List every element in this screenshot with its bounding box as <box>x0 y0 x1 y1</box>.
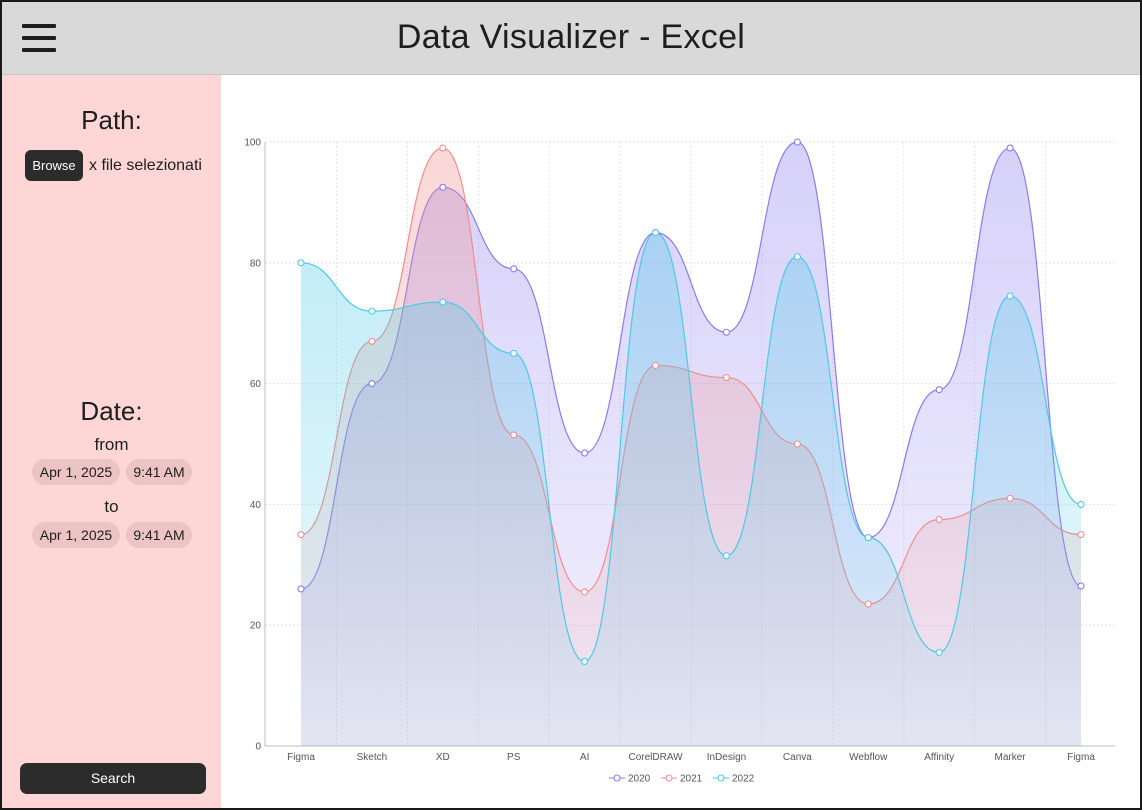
y-tick-label: 60 <box>250 379 262 390</box>
data-point-2021 <box>722 374 731 382</box>
browse-button[interactable]: Browse <box>25 150 83 181</box>
legend-label: 2022 <box>732 774 755 785</box>
data-point-2020 <box>793 138 801 146</box>
y-tick-label: 80 <box>250 258 262 269</box>
page-title: Data Visualizer - Excel <box>396 18 746 56</box>
data-point-2021 <box>935 515 943 524</box>
data-point-2022 <box>1077 500 1085 508</box>
data-point-2022 <box>1006 292 1014 300</box>
from-time-picker[interactable]: 9:41 AM <box>126 459 192 485</box>
data-point-2020 <box>581 449 589 457</box>
x-tick-label: Sketch <box>357 752 388 763</box>
to-date-picker[interactable]: Apr 1, 2025 <box>32 522 120 548</box>
y-tick-label: 40 <box>250 500 262 511</box>
data-point-2022 <box>581 657 589 665</box>
x-tick-label: Affinity <box>924 752 954 763</box>
from-label: from <box>94 435 129 454</box>
legend-label: 2021 <box>680 774 703 785</box>
series-area-2022 <box>301 232 1081 746</box>
date-label: Date: <box>80 396 143 426</box>
data-point-2020 <box>1077 582 1085 590</box>
data-point-2021 <box>651 361 660 370</box>
hamburger-menu-icon[interactable] <box>22 24 56 52</box>
file-status-text: x file selezionati <box>89 157 202 174</box>
x-tick-label: Canva <box>783 752 812 763</box>
area-chart: 0 20 40 60 80 100 Figma Sketch XD PS AI CorelDRAW In… <box>244 138 1115 785</box>
legend-marker-2021 <box>665 774 673 782</box>
data-point-2020 <box>722 328 731 336</box>
legend-marker-2020 <box>613 774 621 782</box>
path-label: Path: <box>81 105 142 135</box>
y-tick-label: 0 <box>255 742 261 753</box>
x-tick-label: Marker <box>995 752 1027 763</box>
x-tick-label: XD <box>436 752 450 763</box>
data-point-2021 <box>439 144 447 152</box>
data-point-2022 <box>935 648 943 656</box>
data-point-2020 <box>1006 144 1014 152</box>
y-tick-label: 100 <box>244 138 261 149</box>
data-point-2020 <box>439 183 447 191</box>
legend-label: 2020 <box>628 774 651 785</box>
data-point-2022 <box>297 259 305 267</box>
data-point-2020 <box>368 380 376 388</box>
x-tick-label: AI <box>580 752 589 763</box>
to-label: to <box>104 497 119 516</box>
x-tick-label: Figma <box>287 752 315 763</box>
x-tick-label: InDesign <box>707 752 746 763</box>
data-point-2022 <box>439 298 447 306</box>
data-point-2020 <box>297 585 305 593</box>
data-point-2021 <box>864 600 872 608</box>
data-point-2022 <box>793 253 801 261</box>
data-point-2021 <box>1077 531 1085 539</box>
chart-panel: 0 20 40 60 80 100 Figma Sketch XD PS AI CorelDRAW In… <box>221 75 1140 808</box>
series-line-2022 <box>300 231 1082 663</box>
header-bar: Data Visualizer - Excel <box>2 2 1140 75</box>
sidebar: Path: Browse x file selezionati Date: fr… <box>2 75 221 808</box>
search-button[interactable]: Search <box>20 763 206 794</box>
data-point-2021 <box>793 440 801 448</box>
data-point-2021 <box>1006 494 1014 502</box>
x-tick-label: Webflow <box>849 752 888 763</box>
data-point-2021 <box>581 588 589 596</box>
data-point-2021 <box>368 337 376 345</box>
legend-marker-2022 <box>717 774 725 782</box>
x-tick-label: CorelDRAW <box>629 752 684 763</box>
y-tick-label: 20 <box>250 621 262 632</box>
data-point-2022 <box>722 552 731 560</box>
data-point-2021 <box>510 431 518 439</box>
data-point-2022 <box>368 307 376 315</box>
x-tick-label: Figma <box>1067 752 1095 763</box>
data-point-2022 <box>510 349 518 357</box>
from-date-picker[interactable]: Apr 1, 2025 <box>32 459 120 485</box>
data-point-2022 <box>864 534 872 542</box>
x-tick-label: PS <box>507 752 521 763</box>
data-point-2020 <box>510 265 518 273</box>
data-point-2021 <box>297 531 305 539</box>
data-point-2022 <box>651 229 660 237</box>
data-point-2020 <box>935 386 943 394</box>
to-time-picker[interactable]: 9:41 AM <box>126 522 192 548</box>
